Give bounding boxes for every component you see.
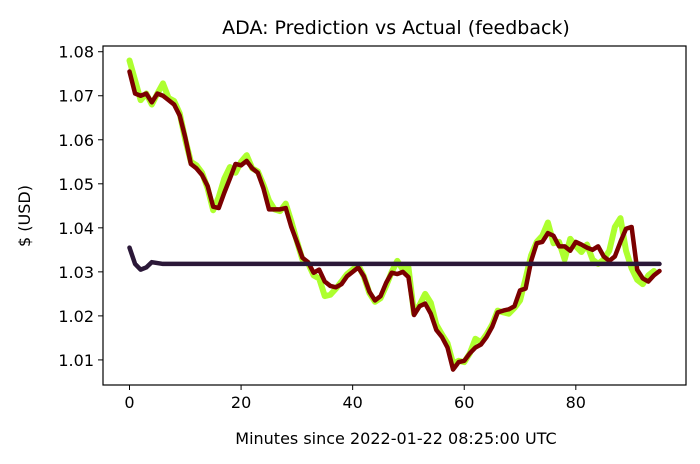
y-tick-label: 1.07 xyxy=(58,87,94,106)
x-tick-label: 20 xyxy=(231,393,251,412)
plot-frame xyxy=(102,45,687,386)
x-tick-label: 40 xyxy=(342,393,362,412)
x-tick-label: 80 xyxy=(566,393,586,412)
x-tick-label: 60 xyxy=(454,393,474,412)
series-line-2 xyxy=(127,69,662,372)
y-tick-label: 1.02 xyxy=(58,307,94,326)
x-axis: 0 20 40 60 80 xyxy=(124,385,586,412)
y-tick-label: 1.05 xyxy=(58,175,94,194)
y-tick-label: 1.03 xyxy=(58,263,94,282)
y-tick-label: 1.04 xyxy=(58,219,94,238)
y-tick-label: 1.08 xyxy=(58,43,94,62)
y-tick-label: 1.06 xyxy=(58,131,94,150)
x-tick-label: 0 xyxy=(124,393,134,412)
y-tick-label: 1.01 xyxy=(58,351,94,370)
series-layer xyxy=(126,57,662,372)
series-line-3 xyxy=(127,245,662,272)
x-axis-title: Minutes since 2022-01-22 08:25:00 UTC xyxy=(235,429,556,448)
y-axis: 1.01 1.02 1.03 1.04 1.05 1.06 1.07 1.08 xyxy=(58,43,103,370)
series-line-1 xyxy=(126,57,657,367)
chart-title: ADA: Prediction vs Actual (feedback) xyxy=(222,17,570,39)
y-axis-title: $ (USD) xyxy=(15,185,34,247)
